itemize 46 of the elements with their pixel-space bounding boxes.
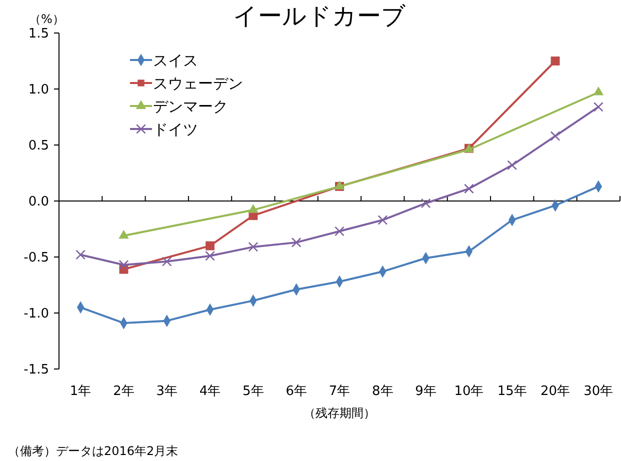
y-tick-label: 0.0 [28,194,49,210]
point [248,242,258,252]
y-tick-label: 0.5 [28,138,49,154]
point [593,86,604,96]
legend-label: デンマーク [153,97,228,116]
point [76,250,86,260]
legend-label: ドイツ [153,120,198,138]
x-tick-label: 8年 [372,384,394,399]
text: （備考）データは2016年2月末 [8,444,178,458]
x-tick-label: 7年 [328,384,350,399]
point [162,256,172,266]
legend-label: スウェーデン [153,74,243,92]
y-tick-label: 1.0 [28,82,49,98]
point [593,102,604,112]
point [118,260,129,270]
y-axis-title: （%） [29,12,64,26]
point [420,198,431,208]
x-tick-label: 2年 [113,384,134,399]
point [464,184,474,194]
y-tick-label: 1.5 [28,26,49,42]
x-tick-label: 5年 [242,384,264,399]
point [334,226,344,236]
point [550,56,560,66]
legend-label: スイス [153,51,198,70]
y-tick-label: -1.5 [24,362,49,378]
x-tick-label: 10年 [454,384,484,399]
x-tick-label: 20年 [540,384,570,399]
x-tick-label: 1年 [70,384,92,399]
point [206,241,215,250]
x-tick-label: 15年 [497,384,527,399]
x-tick-label: 30年 [584,384,614,399]
point [248,204,258,213]
y-tick-label: -0.5 [24,250,49,266]
point [550,131,560,141]
x-tick-label: 3年 [156,384,178,399]
point [291,237,302,248]
point [205,250,215,261]
chart-title: イールドカーブ [233,2,406,30]
x-tick-label: 6年 [286,384,307,399]
y-tick-label: -1.0 [24,306,49,322]
x-tick-label: 9年 [415,384,436,399]
x-axis-title: （残存期間） [304,406,376,420]
point [507,160,518,170]
x-tick-label: 4年 [199,384,221,399]
point [118,230,129,239]
point [378,215,388,225]
